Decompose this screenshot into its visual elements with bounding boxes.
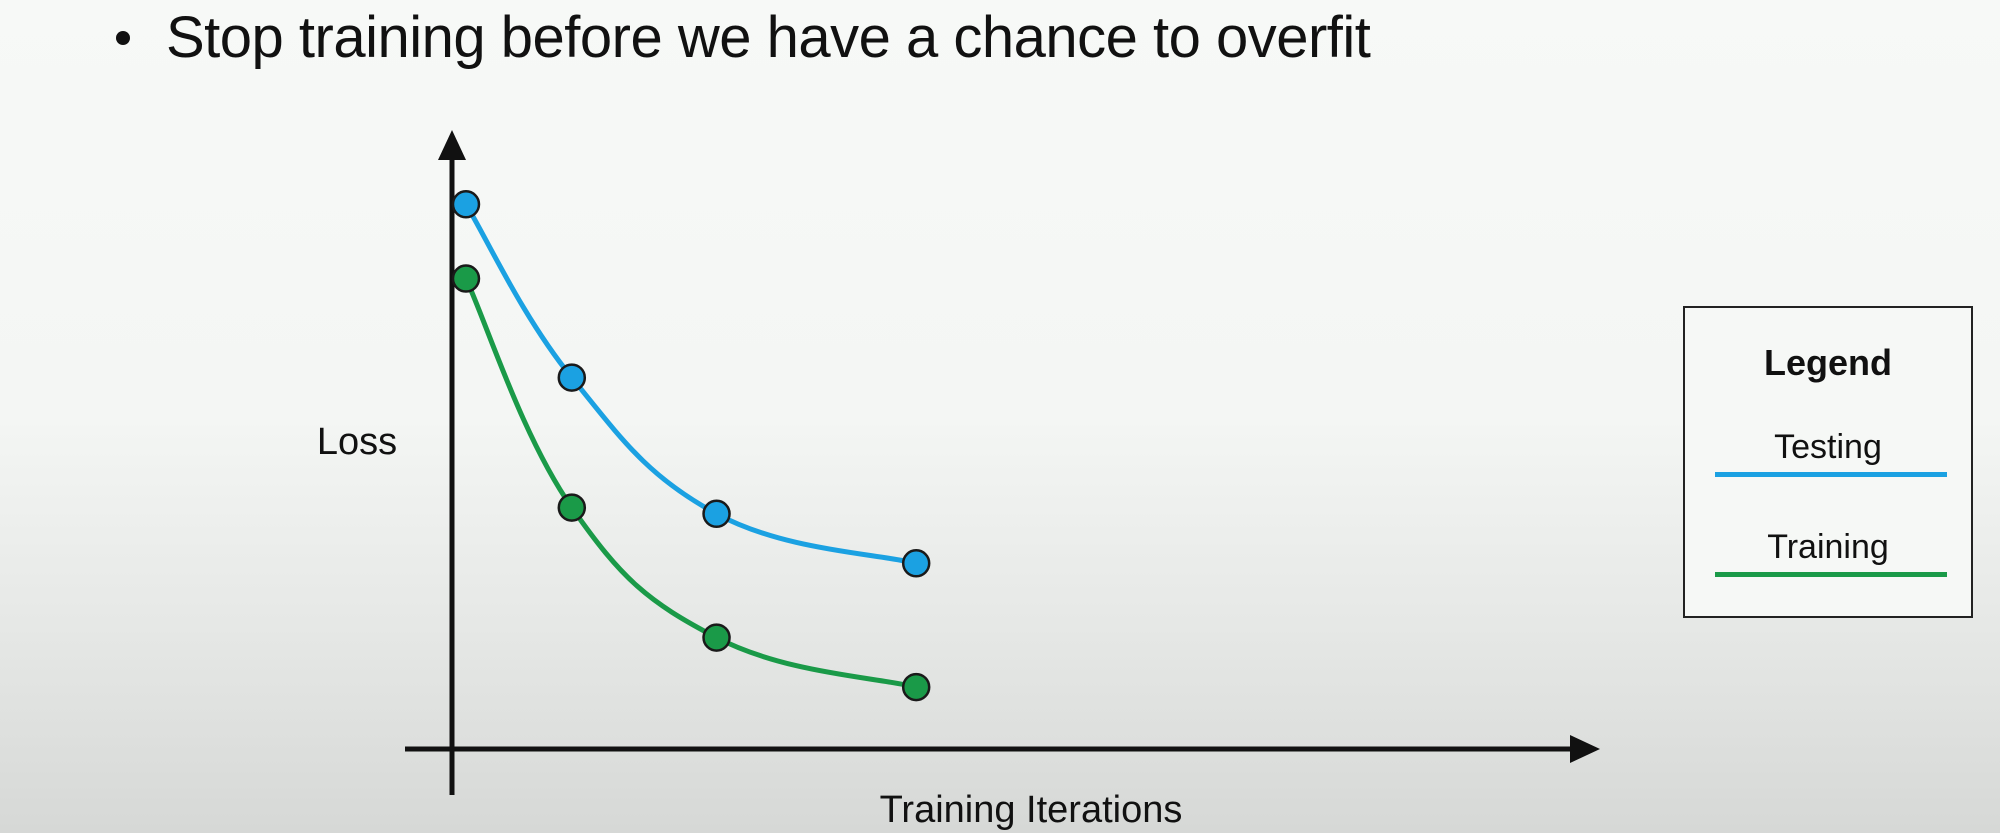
chart-series [451, 190, 931, 702]
chart-legend: Legend Testing Training [1683, 306, 1973, 618]
legend-line-testing [1715, 472, 1947, 477]
legend-line-training [1715, 572, 1947, 577]
bullet-text: Stop training before we have a chance to… [166, 5, 1371, 70]
y-axis-arrow [438, 130, 466, 160]
bullet-item: Stop training before we have a chance to… [116, 4, 1371, 71]
chart-axes [405, 130, 1600, 795]
legend-label-training: Training [1767, 528, 1889, 566]
data-point-training [702, 623, 731, 652]
data-point-testing [557, 363, 587, 392]
x-axis-label: Training Iterations [880, 789, 1183, 831]
data-point-testing [451, 190, 481, 219]
series-line-training [463, 276, 919, 690]
chart-labels: Loss Training Iterations [317, 421, 1183, 831]
bullet-icon [116, 30, 130, 45]
data-point-training [451, 264, 481, 293]
data-point-training [901, 672, 931, 702]
data-point-testing [901, 549, 931, 578]
x-axis-arrow [1570, 735, 1600, 763]
data-point-training [557, 493, 587, 522]
legend-label-testing: Testing [1774, 428, 1882, 466]
y-axis-label: Loss [317, 421, 397, 463]
legend-title: Legend [1763, 342, 1892, 383]
data-point-testing [702, 499, 731, 529]
series-line-testing [463, 201, 919, 566]
